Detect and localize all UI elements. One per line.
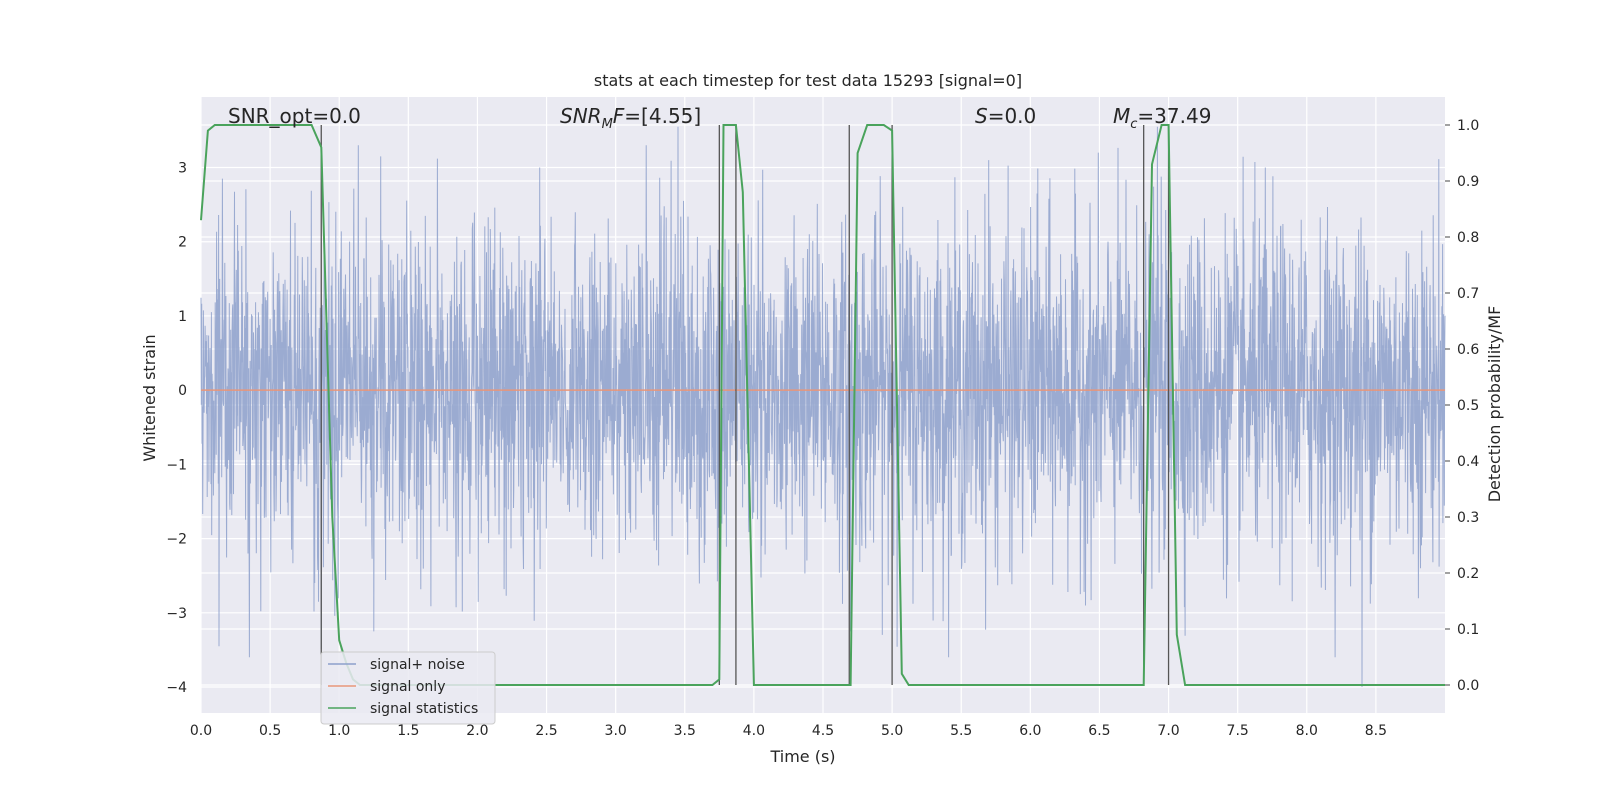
y-tick-label-left: −1: [166, 457, 187, 473]
annotation-snr-mf-rest: =[4.55]: [624, 104, 701, 128]
x-tick-label: 0.5: [259, 723, 281, 739]
y-tick-label-left: 2: [178, 235, 187, 251]
series-signal-statistics: [200, 124, 1445, 686]
x-tick-label: 3.5: [674, 723, 696, 739]
x-tick-label: 5.0: [881, 723, 903, 739]
statistics-line: [200, 124, 1445, 686]
y-tick-label-left: −3: [166, 606, 187, 622]
noise-line: [200, 126, 1446, 688]
y-tick-label-right: 0.2: [1457, 566, 1479, 582]
x-tick-label: 1.0: [328, 723, 350, 739]
y-tick-label-left: 3: [178, 161, 187, 177]
y-tick-label-right: 1.0: [1457, 118, 1479, 134]
legend-box: [320, 651, 496, 725]
annotation-s-rest: =0.0: [988, 104, 1037, 128]
annotation-mc-italic: M: [1113, 104, 1130, 128]
annotation-s-italic: S: [975, 104, 988, 128]
y-tick-label-right: 0.4: [1457, 454, 1479, 470]
x-tick-label: 7.0: [1157, 723, 1179, 739]
x-axis-label: Time (s): [769, 747, 835, 766]
left-y-axis-ticks: 3 2 1 0 −1 −2 −3 −4: [166, 161, 187, 697]
annotation-snr-mf-sub: M: [602, 117, 613, 132]
y-tick-label-right: 0.9: [1457, 174, 1479, 190]
right-y-axis-ticks: 1.0 0.9 0.8 0.7 0.6 0.5 0.4 0.3 0.2 0.1 0.0: [1445, 118, 1479, 694]
y-tick-label-right: 0.8: [1457, 230, 1479, 246]
y-tick-label-right: 0.3: [1457, 510, 1479, 526]
x-tick-label: 3.0: [605, 723, 627, 739]
annotation-mc: Mc=37.49: [1113, 104, 1211, 132]
annotation-snr-mf-rest-italic: F: [613, 104, 625, 128]
annotation-snr-mf: SNRMF=[4.55]: [560, 104, 701, 132]
legend-label-signal-plus-noise: signal+ noise: [370, 657, 465, 673]
x-tick-label: 6.5: [1088, 723, 1110, 739]
y-tick-label-right: 0.7: [1457, 286, 1479, 302]
chart-title: stats at each timestep for test data 152…: [594, 71, 1022, 90]
y-tick-label-right: 0.1: [1457, 622, 1479, 638]
x-tick-label: 6.0: [1019, 723, 1041, 739]
x-tick-label: 8.5: [1365, 723, 1387, 739]
legend-label-signal-statistics: signal statistics: [370, 701, 478, 717]
y-tick-label-left: 1: [178, 309, 187, 325]
annotation-mc-rest: =37.49: [1137, 104, 1211, 128]
series-signal-plus-noise: [200, 126, 1446, 688]
x-tick-label: 2.5: [535, 723, 557, 739]
x-tick-label: 5.5: [950, 723, 972, 739]
x-tick-label: 8.0: [1296, 723, 1318, 739]
right-y-axis-label: Detection probability/MF: [1485, 306, 1504, 503]
legend-label-signal-only: signal only: [370, 679, 445, 695]
detection-vertical-lines: [320, 125, 1170, 685]
legend: signal+ noise signal only signal statist…: [320, 651, 496, 725]
x-tick-label: 7.5: [1227, 723, 1249, 739]
x-tick-label: 4.0: [743, 723, 765, 739]
y-tick-label-left: 0: [178, 383, 187, 399]
x-axis-ticks: 0.0 0.5 1.0 1.5 2.0 2.5 3.0 3.5 4.0 4.5 5.0 5.5 6.0 6…: [190, 723, 1387, 739]
y-tick-label-left: −2: [166, 532, 187, 548]
annotation-snr-mf-main: SNR: [560, 104, 602, 128]
left-y-axis-label: Whitened strain: [140, 334, 159, 461]
x-tick-label: 1.5: [397, 723, 419, 739]
x-tick-label: 2.0: [466, 723, 488, 739]
annotation-mc-sub: c: [1130, 117, 1137, 132]
y-tick-label-right: 0.6: [1457, 342, 1479, 358]
annotation-snr-opt: SNR_opt=0.0: [228, 104, 361, 128]
x-tick-label: 4.5: [812, 723, 834, 739]
annotation-s: S=0.0: [975, 104, 1036, 128]
y-tick-label-left: −4: [166, 680, 187, 696]
y-tick-label-right: 0.5: [1457, 398, 1479, 414]
x-tick-label: 0.0: [190, 723, 212, 739]
y-tick-label-right: 0.0: [1457, 678, 1479, 694]
